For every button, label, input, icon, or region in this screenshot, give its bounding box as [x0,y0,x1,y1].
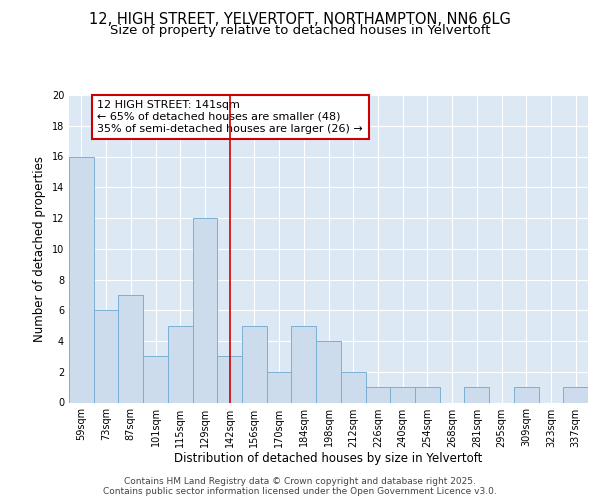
Bar [514,387,539,402]
Bar [217,356,242,403]
Bar [316,341,341,402]
Bar [415,387,440,402]
Bar [242,326,267,402]
Bar [143,356,168,403]
Bar [341,372,365,402]
Bar [563,387,588,402]
Bar [94,310,118,402]
Bar [292,326,316,402]
Bar [390,387,415,402]
Bar [365,387,390,402]
Bar [168,326,193,402]
Bar [267,372,292,402]
Bar [69,156,94,402]
X-axis label: Distribution of detached houses by size in Yelvertoft: Distribution of detached houses by size … [175,452,482,466]
Text: 12, HIGH STREET, YELVERTOFT, NORTHAMPTON, NN6 6LG: 12, HIGH STREET, YELVERTOFT, NORTHAMPTON… [89,12,511,28]
Bar [464,387,489,402]
Bar [193,218,217,402]
Text: Contains HM Land Registry data © Crown copyright and database right 2025.
Contai: Contains HM Land Registry data © Crown c… [103,476,497,496]
Y-axis label: Number of detached properties: Number of detached properties [33,156,46,342]
Text: 12 HIGH STREET: 141sqm
← 65% of detached houses are smaller (48)
35% of semi-det: 12 HIGH STREET: 141sqm ← 65% of detached… [97,100,363,134]
Text: Size of property relative to detached houses in Yelvertoft: Size of property relative to detached ho… [110,24,490,37]
Bar [118,295,143,403]
